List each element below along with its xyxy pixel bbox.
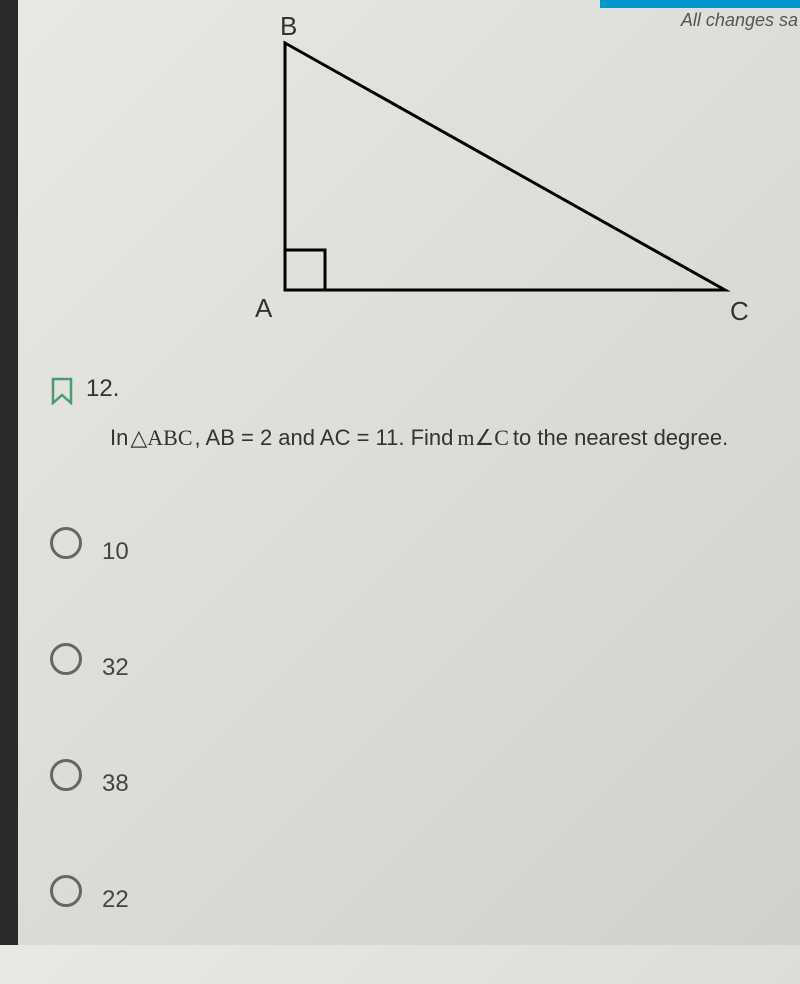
vertex-label-c: C: [730, 296, 749, 326]
radio-button[interactable]: [50, 759, 82, 791]
radio-button[interactable]: [50, 527, 82, 559]
question-text: In △ABC , AB = 2 and AC = 11. Find m∠C t…: [110, 425, 728, 451]
left-edge-bar: [0, 0, 18, 945]
answer-option[interactable]: 32: [50, 636, 129, 682]
answer-options-list: 10 32 38 22: [50, 520, 129, 984]
right-angle-marker: [285, 250, 325, 290]
triangle-svg: B A C: [225, 15, 755, 335]
answer-option[interactable]: 38: [50, 752, 129, 798]
answer-text: 22: [102, 886, 129, 914]
question-header: 12.: [50, 375, 119, 405]
radio-button[interactable]: [50, 875, 82, 907]
answer-text: 32: [102, 654, 129, 682]
vertex-label-b: B: [280, 15, 297, 41]
answer-text: 38: [102, 770, 129, 798]
question-prefix: In: [110, 425, 128, 451]
triangle-shape: [285, 43, 725, 290]
triangle-diagram: B A C: [225, 15, 755, 335]
vertex-label-a: A: [255, 293, 273, 323]
question-number: 12.: [86, 375, 119, 403]
answer-option[interactable]: 10: [50, 520, 129, 566]
question-suffix: to the nearest degree.: [513, 425, 728, 451]
angle-symbol: m∠C: [457, 425, 509, 451]
radio-button[interactable]: [50, 643, 82, 675]
top-accent-bar: [600, 0, 800, 8]
answer-text: 10: [102, 538, 129, 566]
triangle-symbol: △ABC: [130, 425, 192, 451]
bookmark-icon[interactable]: [50, 377, 74, 405]
answer-option[interactable]: 22: [50, 868, 129, 914]
question-mid: , AB = 2 and AC = 11. Find: [195, 425, 454, 451]
